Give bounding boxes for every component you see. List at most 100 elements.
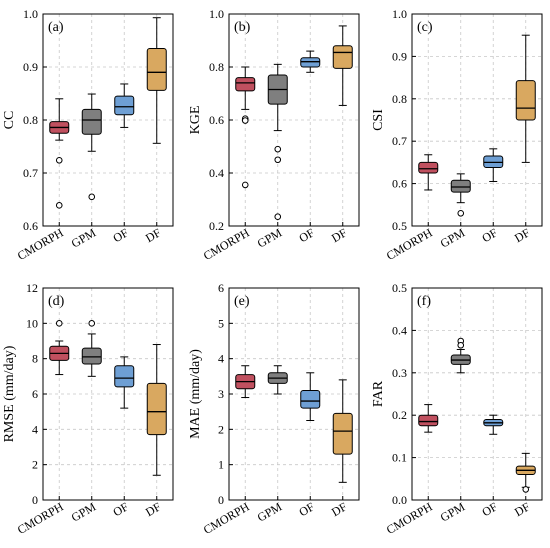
box-of [114,83,135,128]
y-tick-label: 0.3 [392,366,407,380]
y-tick-label: 6 [32,387,38,401]
y-tick-label: 0.6 [392,177,407,191]
box-cmorph [418,404,439,433]
x-category-label: GPM [69,225,99,250]
outlier-point [274,156,282,164]
y-tick-label: 0.8 [23,113,38,127]
box-body [114,365,135,388]
box-df [332,25,353,106]
y-tick-label: 1.0 [23,7,38,21]
y-tick-label: 0.2 [209,219,224,233]
x-category-label: OF [110,225,131,245]
x-category-label: GPM [255,499,285,524]
y-tick-label: 0 [32,493,38,507]
box-cmorph [235,365,256,399]
y-axis-label: CSI [371,109,386,131]
outlier-point [274,145,282,153]
y-tick-label: 4 [32,422,38,436]
x-category-label: OF [479,225,500,245]
x-category-label: OF [296,225,317,245]
y-tick-label: 10 [26,316,38,330]
panel-label: (a) [48,20,64,35]
box-of [483,148,504,182]
x-category-label: DF [512,225,533,245]
box-df [146,17,167,144]
box-body [515,80,536,121]
box-gpm [450,173,471,217]
box-df [146,344,167,476]
box-of [114,356,135,409]
box-df [332,379,353,483]
box-gpm [81,93,102,201]
box-body [300,389,321,409]
panel-label: (c) [417,20,433,35]
x-category-label: GPM [438,225,468,250]
y-tick-label: 0.4 [392,323,407,337]
y-tick-label: 12 [26,281,38,295]
y-tick-label: 0.1 [392,451,407,465]
box-body [418,414,439,427]
outlier-point [457,209,465,217]
box-cmorph [235,66,256,189]
y-axis-label: KGE [188,106,203,135]
box-body [450,179,471,193]
outlier-point [274,213,282,221]
y-tick-label: 1.0 [209,7,224,21]
y-tick-label: 0.0 [392,493,407,507]
box-df [515,34,536,163]
box-gpm [267,63,288,221]
box-body [114,95,135,116]
x-category-label: OF [479,499,500,519]
box-gpm [81,320,102,377]
y-tick-label: 2 [218,422,224,436]
y-axis-label: FAR [371,380,386,407]
y-tick-label: 0.8 [392,92,407,106]
x-category-label: OF [296,499,317,519]
outlier-point [457,341,465,349]
plot-frame [411,13,543,227]
y-tick-label: 0.2 [392,408,407,422]
box-gpm [450,337,471,374]
x-category-label: GPM [255,225,285,250]
box-body [146,382,167,436]
x-category-label: DF [143,499,164,519]
box-df [515,452,536,493]
x-category-label: OF [110,499,131,519]
y-tick-label: 6 [218,281,224,295]
outlier-point [55,156,63,164]
y-tick-label: 0.5 [392,281,407,295]
outlier-point [241,181,249,189]
y-tick-label: 0.5 [392,219,407,233]
panel-4: 0 1 2 3 4 5 6 CMORPH GPM OF DF MAE (mm/day) (e) [188,281,360,537]
x-category-label: GPM [69,499,99,524]
outlier-point [522,486,530,493]
box-body [81,108,102,135]
x-category-label: GPM [438,499,468,524]
outlier-point [55,202,63,209]
outlier-point [88,320,96,327]
box-body [332,45,353,69]
box-cmorph [49,98,70,209]
y-tick-label: 4 [218,352,224,366]
panel-label: (e) [234,294,250,309]
y-tick-label: 0.6 [23,219,38,233]
panel-3: 0 2 4 6 8 10 12 CMORPH GPM OF DF RMSE (mm/day) (d) [2,281,174,537]
y-tick-label: 0.7 [23,166,38,180]
y-tick-label: 0.6 [209,113,224,127]
plot-frame [411,287,543,501]
box-of [300,50,321,73]
box-body [146,47,167,91]
y-tick-label: 1.0 [392,7,407,21]
y-tick-label: 0.9 [23,60,38,74]
panel-label: (f) [417,294,431,309]
x-category-label: CMORPH [15,499,66,537]
x-category-label: CMORPH [201,499,252,537]
y-tick-label: 0.9 [392,49,407,63]
y-tick-label: 0.7 [392,134,407,148]
box-body [81,347,102,365]
box-of [483,414,504,435]
